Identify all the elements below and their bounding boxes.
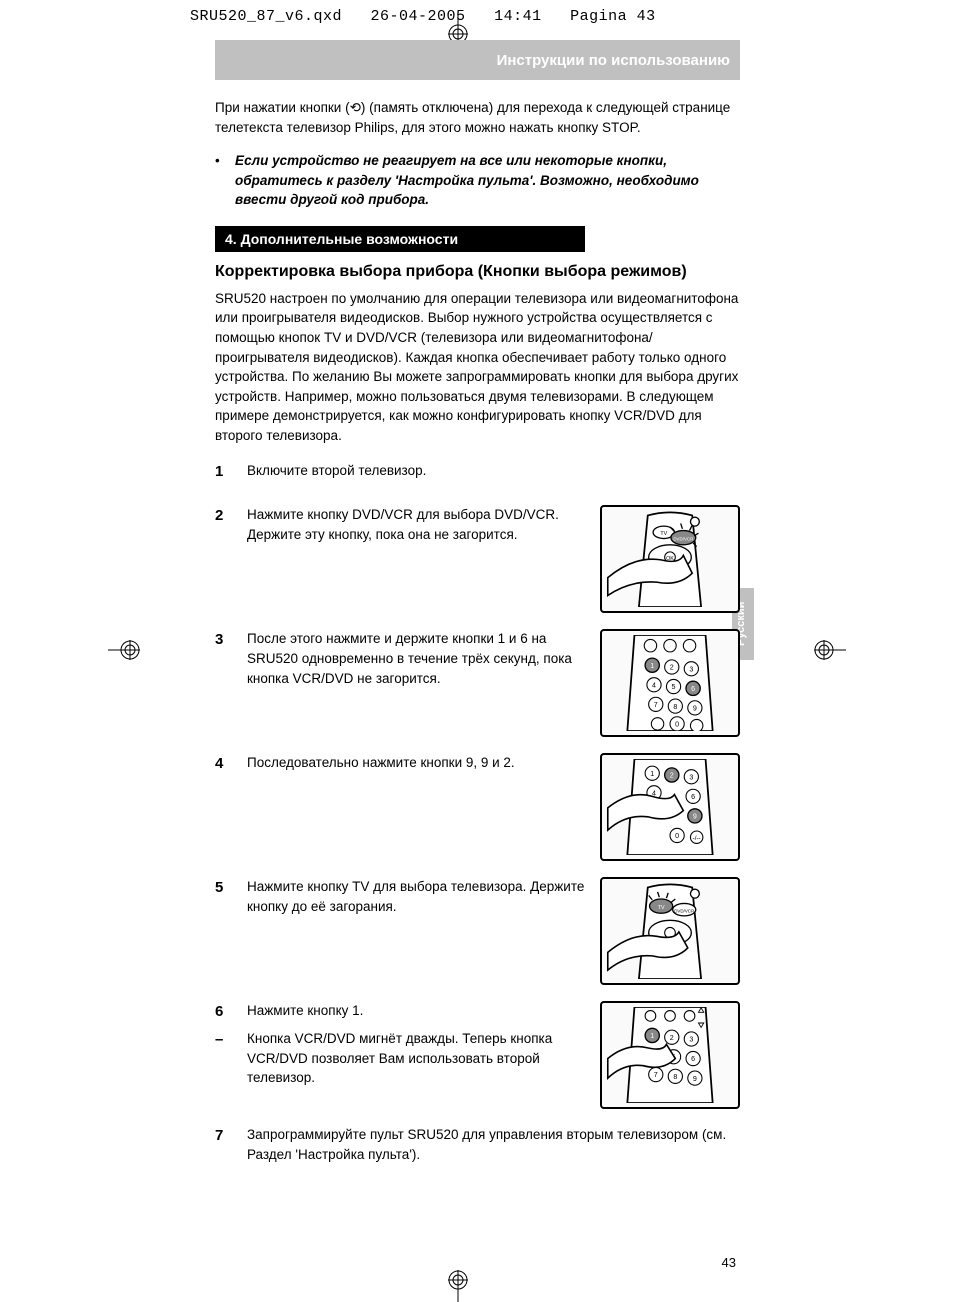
svg-text:9: 9 — [693, 813, 697, 821]
figure-step-2: TV DVD/VCR OK — [600, 505, 740, 619]
file-time: 14:41 — [494, 8, 542, 25]
svg-text:1: 1 — [650, 662, 654, 670]
note-bullet: • Если устройство не реагирует на все ил… — [215, 151, 740, 210]
step-1: 1 Включите второй телевизор. — [215, 461, 740, 501]
svg-text:9: 9 — [693, 705, 697, 713]
svg-text:3: 3 — [689, 1036, 693, 1044]
step-num-3: 3 — [215, 629, 247, 688]
svg-text:0: 0 — [675, 833, 679, 841]
svg-text:3: 3 — [689, 774, 693, 782]
svg-text:3: 3 — [689, 666, 693, 674]
step-text-1: Включите второй телевизор. — [247, 461, 740, 483]
step-num-4: 4 — [215, 753, 247, 775]
section-4-body: SRU520 настроен по умолчанию для операци… — [215, 289, 740, 446]
svg-text:DVD/VCR: DVD/VCR — [673, 537, 693, 542]
section-4-bar: 4. Дополнительные возможности — [215, 226, 585, 252]
step-2: 2 Нажмите кнопку DVD/VCR для выбора DVD/… — [215, 505, 740, 615]
svg-text:1: 1 — [650, 770, 654, 778]
svg-text:2: 2 — [670, 1034, 674, 1042]
page-content: При нажатии кнопки (⟲) (память отключена… — [215, 98, 740, 1169]
remote-illustration-press1: 1 2 3 5 6 7 8 9 — [600, 1001, 740, 1109]
section-4-heading: Корректировка выбора прибора (Кнопки выб… — [215, 262, 740, 283]
figure-step-5: TV DVD/VCR — [600, 877, 740, 991]
step-5: 5 Нажмите кнопку TV для выбора телевизор… — [215, 877, 740, 987]
file-page: Pagina 43 — [570, 8, 656, 25]
crop-mark-bottom — [440, 1266, 476, 1302]
step-4: 4 Последовательно нажмите кнопки 9, 9 и … — [215, 753, 740, 863]
svg-text:7: 7 — [654, 701, 658, 709]
svg-text:9: 9 — [693, 1075, 697, 1083]
header-title: Инструкции по использованию — [215, 40, 740, 80]
print-header: SRU520_87_v6.qxd 26-04-2005 14:41 Pagina… — [190, 8, 656, 25]
step-num-5: 5 — [215, 877, 247, 916]
svg-text:DVD/VCR: DVD/VCR — [674, 909, 694, 914]
step-num-dash: – — [215, 1029, 247, 1088]
svg-text:TV: TV — [658, 905, 665, 911]
svg-text:6: 6 — [691, 793, 695, 801]
step-num-1: 1 — [215, 461, 247, 483]
intro-paragraph: При нажатии кнопки (⟲) (память отключена… — [215, 98, 740, 137]
remote-illustration-dvdvcr: TV DVD/VCR OK — [600, 505, 740, 613]
step-6: 6 Нажмите кнопку 1. – Кнопка VCR/DVD миг… — [215, 1001, 740, 1111]
step-text-7: Запрограммируйте пульт SRU520 для управл… — [247, 1125, 740, 1164]
svg-text:TV: TV — [660, 531, 667, 537]
svg-text:6: 6 — [691, 685, 695, 693]
remote-illustration-tv: TV DVD/VCR — [600, 877, 740, 985]
svg-text:8: 8 — [673, 1073, 677, 1081]
svg-text:2: 2 — [670, 772, 674, 780]
svg-text:2: 2 — [670, 664, 674, 672]
note-text: Если устройство не реагирует на все или … — [235, 151, 740, 210]
crop-mark-left — [108, 632, 144, 668]
filename: SRU520_87_v6.qxd — [190, 8, 342, 25]
step-7: 7 Запрограммируйте пульт SRU520 для упра… — [215, 1125, 740, 1165]
crop-mark-right — [810, 632, 846, 668]
step-num-6: 6 — [215, 1001, 247, 1023]
svg-text:8: 8 — [673, 703, 677, 711]
svg-text:5: 5 — [672, 684, 676, 692]
remote-illustration-992: 1 2 3 4 6 9 0 -/-- — [600, 753, 740, 861]
figure-step-4: 1 2 3 4 6 9 0 -/-- — [600, 753, 740, 867]
figure-step-3: 1 2 3 4 5 6 7 8 9 0 — [600, 629, 740, 743]
svg-text:7: 7 — [654, 1072, 658, 1080]
figure-step-6: 1 2 3 5 6 7 8 9 — [600, 1001, 740, 1115]
svg-text:6: 6 — [691, 1056, 695, 1064]
step-num-2: 2 — [215, 505, 247, 544]
bullet-dot: • — [215, 151, 235, 210]
svg-text:-/--: -/-- — [693, 835, 701, 842]
header-title-text: Инструкции по использованию — [497, 52, 730, 69]
remote-illustration-1-6: 1 2 3 4 5 6 7 8 9 0 — [600, 629, 740, 737]
svg-text:1: 1 — [650, 1033, 654, 1041]
step-num-7: 7 — [215, 1125, 247, 1164]
page-number: 43 — [722, 1255, 736, 1270]
svg-text:4: 4 — [652, 682, 656, 690]
step-3: 3 После этого нажмите и держите кнопки 1… — [215, 629, 740, 739]
svg-text:0: 0 — [675, 721, 679, 729]
